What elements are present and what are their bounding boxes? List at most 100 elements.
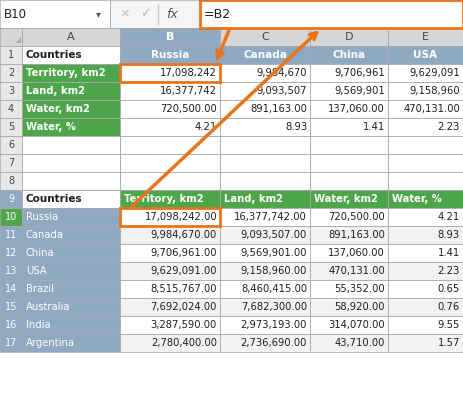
Bar	[120, 136, 220, 154]
Text: USA: USA	[26, 266, 47, 276]
Text: 17: 17	[5, 338, 17, 348]
Text: 7: 7	[8, 158, 14, 168]
Bar	[22, 316, 120, 334]
Bar	[310, 190, 388, 208]
Text: A: A	[67, 32, 75, 42]
Bar	[120, 262, 220, 280]
Text: 9,706,961: 9,706,961	[334, 68, 385, 78]
Bar	[310, 64, 388, 82]
Text: Territory, km2: Territory, km2	[26, 68, 106, 78]
Text: 470,131.00: 470,131.00	[328, 266, 385, 276]
Text: 17,098,242: 17,098,242	[160, 68, 217, 78]
Bar	[220, 46, 310, 64]
Bar	[120, 64, 220, 82]
Bar	[310, 226, 388, 244]
Text: Countries: Countries	[26, 50, 82, 60]
Bar	[22, 46, 120, 64]
Text: 2.23: 2.23	[438, 266, 460, 276]
Text: 43,710.00: 43,710.00	[335, 338, 385, 348]
Text: ✓: ✓	[140, 8, 150, 21]
Bar	[22, 64, 120, 82]
Bar	[388, 64, 463, 82]
Text: 720,500.00: 720,500.00	[160, 104, 217, 114]
Text: 2,973,193.00: 2,973,193.00	[241, 320, 307, 330]
Text: 891,163.00: 891,163.00	[328, 230, 385, 240]
Bar	[120, 298, 220, 316]
Bar	[220, 316, 310, 334]
Bar	[310, 28, 388, 46]
Bar	[388, 280, 463, 298]
Text: Water, %: Water, %	[392, 194, 442, 204]
Text: E: E	[422, 32, 429, 42]
Text: Russia: Russia	[26, 212, 58, 222]
Bar	[310, 100, 388, 118]
Bar	[310, 172, 388, 190]
Text: 314,070.00: 314,070.00	[328, 320, 385, 330]
Text: Water, %: Water, %	[26, 122, 76, 132]
Text: 9,629,091: 9,629,091	[409, 68, 460, 78]
Text: 15: 15	[5, 302, 17, 312]
Text: 3: 3	[8, 86, 14, 96]
Bar	[388, 172, 463, 190]
Text: 137,060.00: 137,060.00	[328, 104, 385, 114]
Text: 9,569,901: 9,569,901	[334, 86, 385, 96]
Bar	[310, 280, 388, 298]
Text: Canada: Canada	[26, 230, 64, 240]
Bar	[0, 82, 22, 100]
Text: Territory, km2: Territory, km2	[124, 194, 204, 204]
Text: 4.21: 4.21	[438, 212, 460, 222]
Bar	[22, 100, 120, 118]
Text: 10: 10	[5, 212, 17, 222]
Text: 1.41: 1.41	[438, 248, 460, 258]
Bar	[22, 28, 120, 46]
Text: 9.55: 9.55	[438, 320, 460, 330]
Bar	[0, 208, 22, 226]
Bar	[388, 208, 463, 226]
Text: 8.93: 8.93	[285, 122, 307, 132]
Text: 9,984,670.00: 9,984,670.00	[151, 230, 217, 240]
Text: 5: 5	[8, 122, 14, 132]
Text: ×: ×	[120, 8, 130, 21]
Text: 9,093,507.00: 9,093,507.00	[241, 230, 307, 240]
Text: 2,780,400.00: 2,780,400.00	[151, 338, 217, 348]
Bar	[310, 316, 388, 334]
Bar	[120, 244, 220, 262]
Bar	[388, 154, 463, 172]
Bar	[120, 46, 220, 64]
Text: China: China	[332, 50, 366, 60]
Bar	[22, 82, 120, 100]
Bar	[220, 208, 310, 226]
Bar	[0, 262, 22, 280]
Text: 470,131.00: 470,131.00	[403, 104, 460, 114]
Text: Water, km2: Water, km2	[26, 104, 90, 114]
Bar	[0, 154, 22, 172]
Bar	[0, 190, 22, 208]
Bar	[0, 118, 22, 136]
Bar	[120, 226, 220, 244]
Bar	[120, 100, 220, 118]
Bar	[310, 136, 388, 154]
Bar	[220, 244, 310, 262]
Bar	[0, 298, 22, 316]
Text: Water, km2: Water, km2	[314, 194, 378, 204]
Bar	[220, 100, 310, 118]
Bar	[388, 100, 463, 118]
Text: 6: 6	[8, 140, 14, 150]
Text: 4.21: 4.21	[195, 122, 217, 132]
Bar	[388, 334, 463, 352]
Bar	[200, 0, 463, 28]
Text: ▾: ▾	[95, 9, 100, 19]
Bar	[220, 226, 310, 244]
Bar	[0, 316, 22, 334]
Bar	[120, 316, 220, 334]
Text: 7,682,300.00: 7,682,300.00	[241, 302, 307, 312]
Bar	[22, 280, 120, 298]
Bar	[22, 172, 120, 190]
Bar	[388, 190, 463, 208]
Text: 7,692,024.00: 7,692,024.00	[150, 302, 217, 312]
Bar	[220, 298, 310, 316]
Text: 16,377,742.00: 16,377,742.00	[234, 212, 307, 222]
Bar	[0, 280, 22, 298]
Text: 1.57: 1.57	[438, 338, 460, 348]
Text: D: D	[345, 32, 353, 42]
